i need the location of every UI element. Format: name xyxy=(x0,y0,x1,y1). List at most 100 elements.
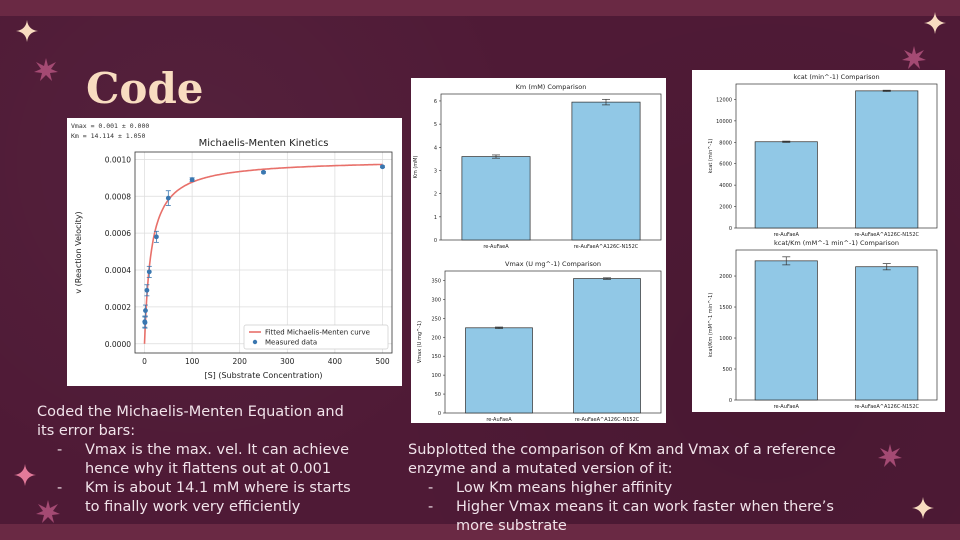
sparkle-icon xyxy=(924,12,946,34)
chart-title: Km (mM) Comparison xyxy=(516,83,587,91)
x-tick-label: 0 xyxy=(142,357,147,366)
annotation-text: Vmax = 0.001 ± 0.000 xyxy=(71,122,149,130)
y-axis-label: v (Reaction Velocity) xyxy=(74,211,83,293)
right-intro-line: Subplotted the comparison of Km and Vmax… xyxy=(408,442,836,458)
right-intro-line: enzyme and a mutated version of it: xyxy=(408,461,673,477)
bar xyxy=(754,260,818,401)
left-intro-line: its error bars: xyxy=(37,423,136,439)
y-tick-label: 0.0000 xyxy=(105,340,131,349)
sparkle-icon xyxy=(16,20,38,42)
left-bullet-list: - Vmax is the max. vel. It can achieve h… xyxy=(37,441,357,517)
fit-curve-line xyxy=(143,163,383,344)
y-tick-label: 350 xyxy=(431,278,441,284)
bar xyxy=(754,141,818,229)
sparkle-icon xyxy=(14,464,36,486)
bullet-dash: - xyxy=(57,480,63,496)
y-tick-label: 2 xyxy=(434,192,437,198)
y-tick-label: 0 xyxy=(729,226,732,232)
data-point xyxy=(144,287,150,293)
bar xyxy=(465,327,533,414)
y-tick-label: 0 xyxy=(434,238,437,244)
km-comparison-panel: Km (mM) Comparison 0 1 2 3 4 5 6 Km (mM) re-AuFae… xyxy=(411,78,666,254)
data-point xyxy=(154,234,159,240)
y-tick-label: 0.0010 xyxy=(105,155,131,164)
bullet-dash: - xyxy=(428,480,434,496)
bottom-texture-band xyxy=(0,524,960,540)
bullet-dash: - xyxy=(428,499,434,515)
x-tick-label: 500 xyxy=(375,357,390,366)
bullet-line: to finally work very efficiently xyxy=(85,499,301,515)
right-bullet-vmax: - Higher Vmax means it can work faster w… xyxy=(408,498,848,536)
y-tick-label: 0.0004 xyxy=(105,266,131,275)
star-burst-icon xyxy=(902,46,926,69)
top-texture-band xyxy=(0,0,960,16)
y-tick-label: 4 xyxy=(434,145,437,151)
plot-frame xyxy=(134,151,393,354)
y-tick-label: 300 xyxy=(431,297,441,303)
km-comparison-chart: Km (mM) Comparison 0 1 2 3 4 5 6 Km (mM) re-AuFae… xyxy=(413,83,662,250)
annotation-text: Km = 14.114 ± 1.050 xyxy=(71,132,145,140)
sparkle-icon xyxy=(912,497,934,519)
y-axis-label: Vmax (U mg^-1) xyxy=(417,321,423,363)
left-bullet-km: - Km is about 14.1 mM where is starts to… xyxy=(37,479,357,517)
y-tick-label: 1 xyxy=(434,215,437,221)
bar xyxy=(855,90,919,229)
chart-title: Vmax (U mg^-1) Comparison xyxy=(505,260,601,268)
chart-title: kcat/Km (mM^-1 min^-1) Comparison xyxy=(774,240,899,247)
kcat-km-comparison-chart: kcat/Km (mM^-1 min^-1) Comparison 0 500 100… xyxy=(708,240,938,410)
y-tick-label: 5 xyxy=(434,122,437,128)
right-bullet-km: - Low Km means higher affinity xyxy=(408,479,848,498)
y-tick-label: 50 xyxy=(435,392,441,398)
kcat-comparison-chart: kcat (min^-1) Comparison 0 2000 4000 6000 800… xyxy=(708,73,938,238)
chart-title: Michaelis-Menten Kinetics xyxy=(199,138,329,149)
plot-frame xyxy=(735,249,938,401)
michaelis-menten-panel: Vmax = 0.001 ± 0.000 Km = 14.114 ± 1.050 M… xyxy=(67,118,402,386)
legend-label-fit: Fitted Michaelis-Menten curve xyxy=(265,329,370,337)
legend-swatch-data xyxy=(252,339,258,345)
chart-title: kcat (min^-1) Comparison xyxy=(793,73,879,81)
vmax-comparison-chart: Vmax (U mg^-1) Comparison 0 50 100 150 200 250… xyxy=(417,260,662,423)
data-point xyxy=(261,169,266,175)
x-tick-label: 200 xyxy=(233,357,248,366)
left-bullet-vmax: - Vmax is the max. vel. It can achieve h… xyxy=(37,441,357,479)
y-tick-label: 12000 xyxy=(716,97,732,103)
bullet-line: Vmax is the max. vel. It can achieve xyxy=(85,442,350,458)
x-tick-label: re-AuFaeA^A126C-N152C xyxy=(574,244,639,250)
kcat-comparison-panel: kcat (min^-1) Comparison 0 2000 4000 6000 800… xyxy=(692,70,945,240)
x-tick-label: 100 xyxy=(185,357,200,366)
y-tick-label: 0 xyxy=(438,411,441,417)
y-tick-label: 8000 xyxy=(719,140,732,146)
x-axis-label: [S] (Substrate Concentration) xyxy=(204,371,322,380)
plot-frame xyxy=(735,83,938,229)
x-tick-label: re-AuFaeA xyxy=(486,417,512,423)
data-point xyxy=(165,195,171,201)
x-tick-label: 300 xyxy=(280,357,295,366)
y-tick-label: 0.0008 xyxy=(105,192,131,201)
x-tick-label: re-AuFaeA^A126C-N152C xyxy=(575,417,640,423)
bar xyxy=(855,266,919,401)
bar xyxy=(461,156,531,241)
bar xyxy=(571,101,641,241)
y-tick-label: 3 xyxy=(434,168,437,174)
legend-box xyxy=(243,324,389,350)
right-bullet-list: - Low Km means higher affinity - Higher … xyxy=(408,479,848,536)
data-point xyxy=(146,269,152,275)
x-tick-label: re-AuFaeA^A126C-N152C xyxy=(854,404,919,410)
y-tick-label: 1000 xyxy=(719,336,732,342)
y-tick-label: 150 xyxy=(431,354,441,360)
y-tick-label: 0 xyxy=(729,398,732,404)
bullet-line: hence why it flattens out at 0.001 xyxy=(85,461,332,477)
slide-title: Code xyxy=(86,64,204,113)
data-point xyxy=(380,164,385,170)
x-tick-label: re-AuFaeA xyxy=(774,404,800,410)
y-axis-label: kcat (min^-1) xyxy=(708,139,714,174)
star-burst-icon xyxy=(36,500,60,523)
bullet-line: more substrate xyxy=(456,518,567,534)
bullet-dash: - xyxy=(57,442,63,458)
x-tick-label: 400 xyxy=(328,357,343,366)
y-axis-label: Km (mM) xyxy=(413,156,419,179)
y-tick-label: 0.0002 xyxy=(105,303,131,312)
plot-frame xyxy=(440,93,662,241)
x-tick-label: re-AuFaeA xyxy=(483,244,509,250)
y-tick-label: 200 xyxy=(431,335,441,341)
